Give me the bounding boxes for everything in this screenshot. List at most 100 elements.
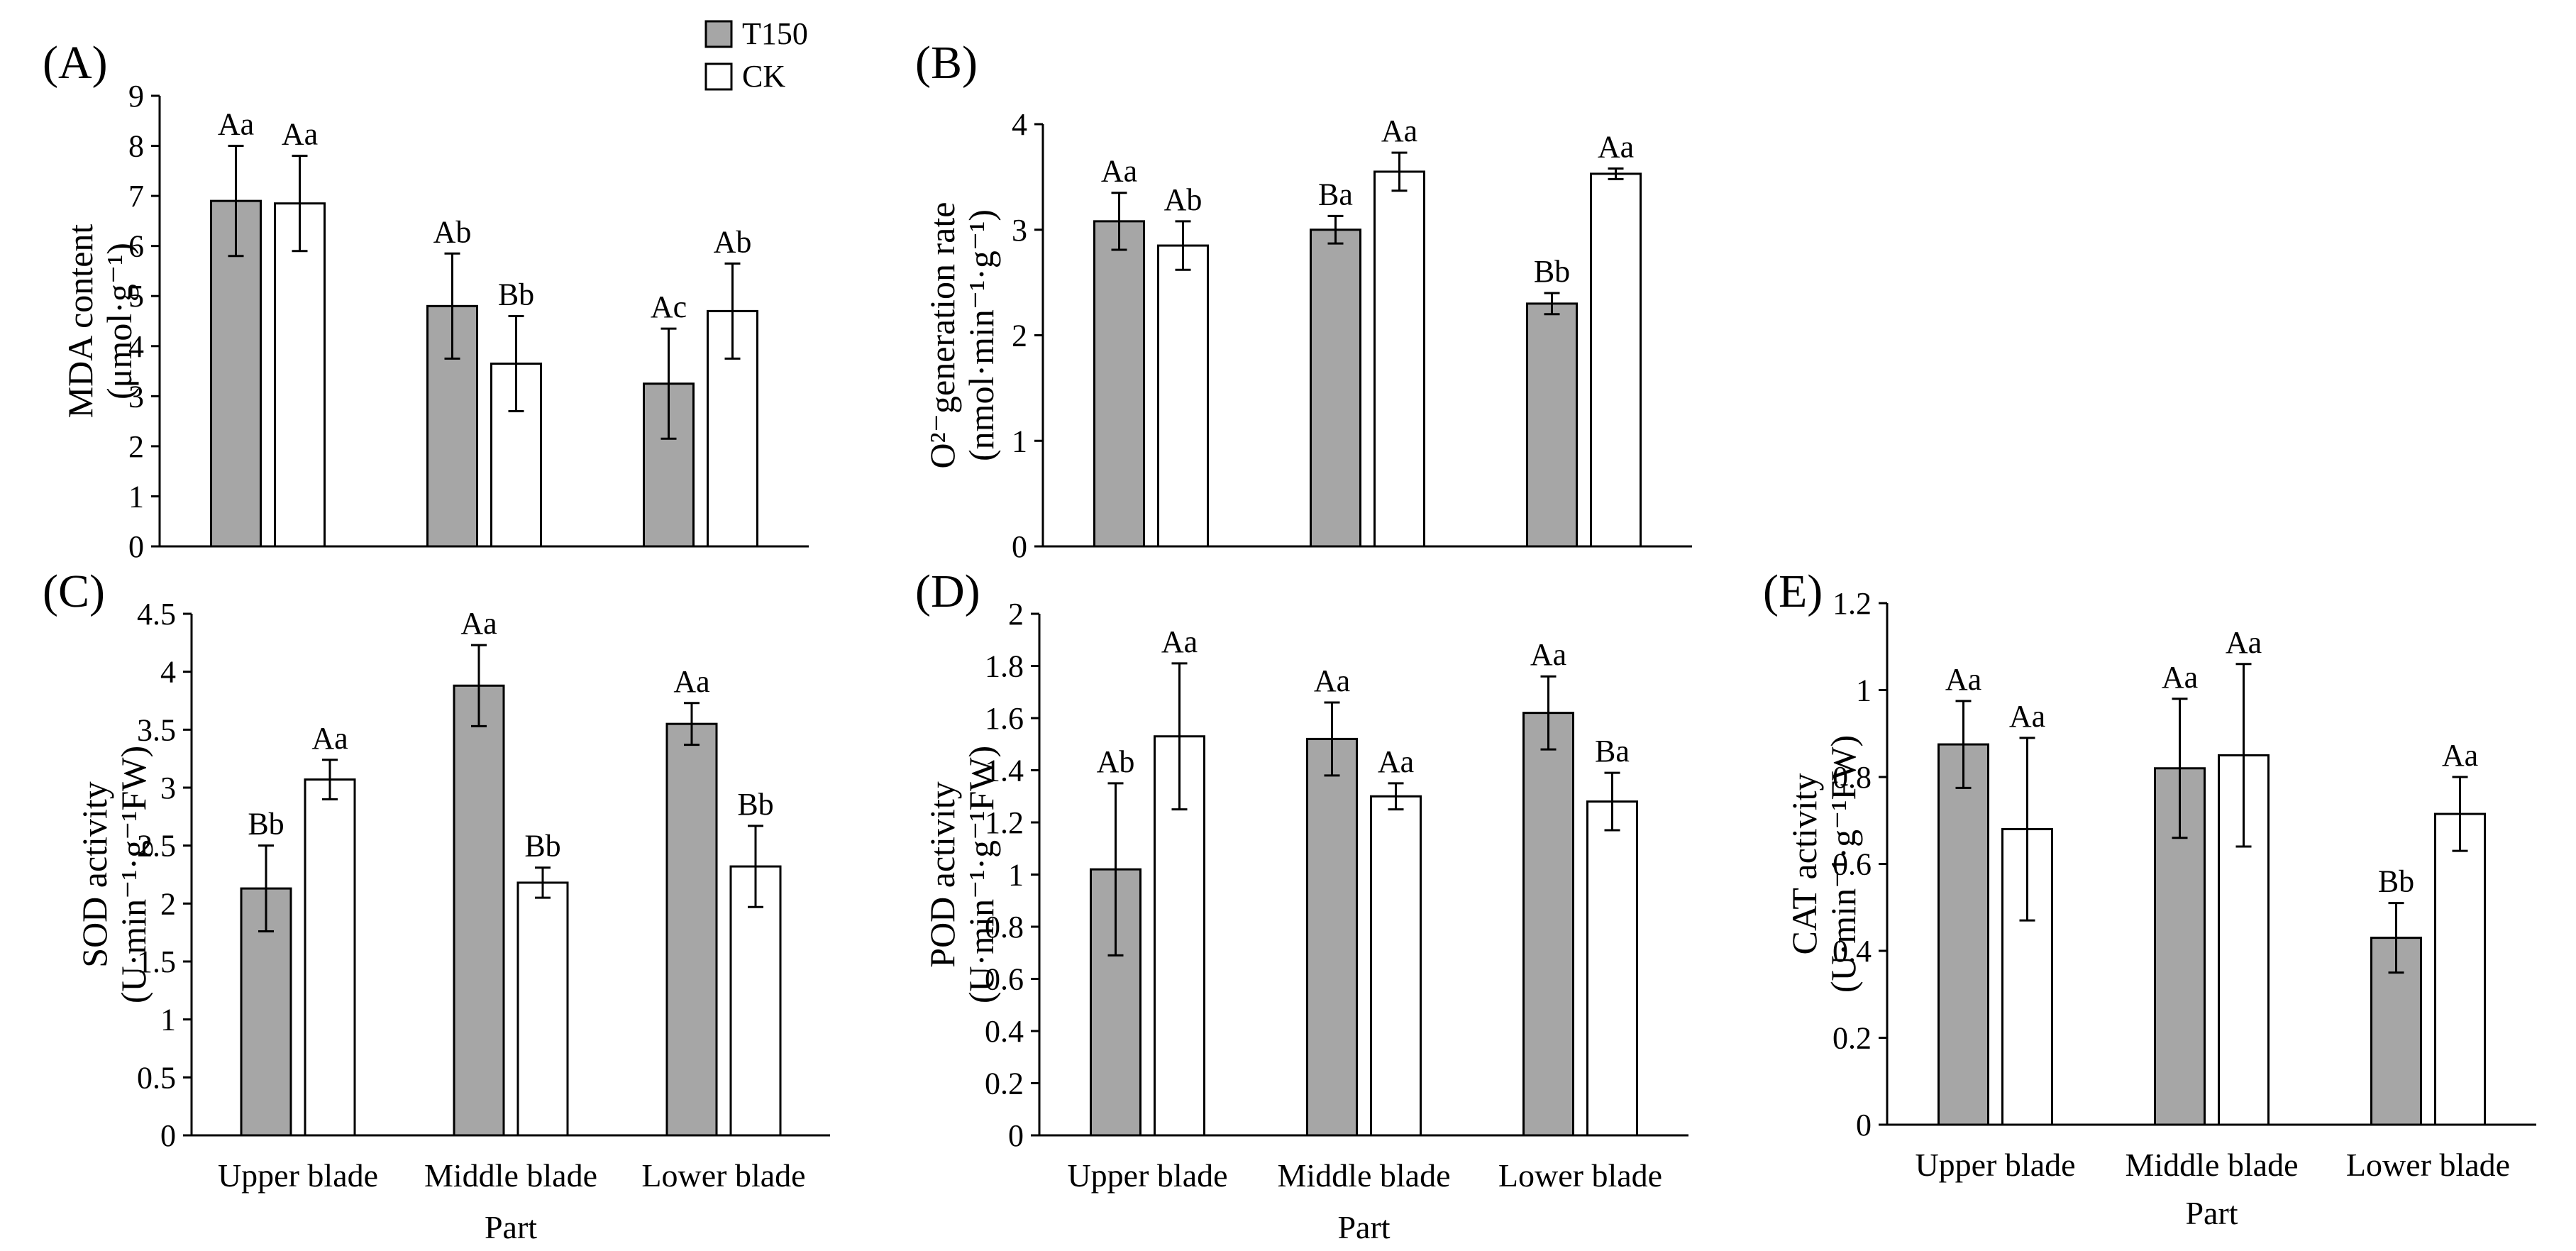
- significance-label: Aa: [673, 664, 709, 699]
- bar-ck-upper-blade: [1157, 244, 1209, 548]
- y-tick-label: 3: [128, 379, 144, 414]
- panel-e: (E) 0 0.2 0.4 0.6 0.8 1 1.2 CAT activity(U·min⁻¹…: [1763, 566, 2536, 1231]
- y-tick-label: 0.2: [1833, 1021, 1872, 1056]
- bar-ck-middle-blade: [516, 881, 569, 1137]
- significance-label: Bb: [1534, 254, 1570, 289]
- y-tick-label: 2.5: [137, 829, 176, 864]
- y-tick-label: 0.8: [985, 910, 1024, 944]
- significance-label: Aa: [1598, 129, 1634, 164]
- bar-ck-middle-blade: [1373, 170, 1425, 548]
- bar-ck-lower-blade: [729, 865, 782, 1137]
- bar-t150-middle-blade: [1306, 737, 1358, 1137]
- significance-label: Bb: [524, 829, 560, 864]
- y-tick-label: 2: [1012, 319, 1027, 353]
- y-axis-label: O²⁻generation rate(nmol·min⁻¹·g⁻¹): [922, 202, 1001, 469]
- y-tick-label: 4.5: [137, 597, 176, 632]
- category-label: Upper blade: [1067, 1157, 1227, 1194]
- category-label: Upper blade: [218, 1157, 378, 1194]
- y-tick-label: 8: [128, 129, 144, 164]
- significance-label: Aa: [282, 117, 318, 152]
- y-tick-label: 4: [160, 655, 176, 690]
- legend: T150 CK: [704, 16, 808, 94]
- significance-label: Ba: [1595, 734, 1630, 768]
- x-axis-title: Part: [485, 1209, 537, 1245]
- bar-ck-lower-blade: [1590, 172, 1642, 548]
- bar-ck-lower-blade: [1586, 800, 1638, 1137]
- y-tick-label: 3: [160, 771, 176, 805]
- panel-label: (B): [915, 37, 978, 89]
- y-tick-label: 3: [1012, 213, 1027, 248]
- bar-t150-lower-blade: [1526, 302, 1578, 548]
- bar-t150-upper-blade: [210, 199, 262, 548]
- significance-label: Aa: [1945, 662, 1981, 697]
- bar-ck-middle-blade: [1370, 795, 1422, 1137]
- y-tick-label: 1.2: [1833, 586, 1872, 621]
- y-tick-label: 9: [128, 79, 144, 114]
- y-tick-label: 0.2: [985, 1067, 1024, 1101]
- bar-t150-upper-blade: [1937, 743, 1989, 1126]
- legend-label-ck: CK: [742, 59, 785, 94]
- panel-a: (A) 0 1 2 3 4 5 6 7 8 9 MDA content(μmol·g⁻¹) Aa Aa Ab…: [43, 37, 809, 564]
- category-label: Upper blade: [1915, 1147, 2075, 1183]
- significance-label: Ab: [714, 224, 752, 259]
- significance-label: Ab: [1097, 744, 1135, 779]
- category-label: Lower blade: [2346, 1147, 2510, 1183]
- y-tick-label: 0.8: [1833, 760, 1872, 795]
- significance-label: Aa: [1161, 624, 1198, 659]
- category-label: Middle blade: [424, 1157, 597, 1194]
- y-tick-label: 1.6: [985, 701, 1024, 736]
- y-tick-label: 1: [1856, 673, 1872, 708]
- y-tick-label: 0: [1008, 1118, 1024, 1153]
- y-tick-label: 2: [1008, 597, 1024, 632]
- legend-swatch-ck: [704, 62, 733, 91]
- significance-label: Aa: [2442, 738, 2478, 773]
- y-tick-label: 4: [1012, 107, 1027, 142]
- bar-ck-lower-blade: [2434, 812, 2486, 1126]
- category-label: Lower blade: [1498, 1157, 1662, 1194]
- y-tick-label: 5: [128, 279, 144, 314]
- significance-label: Aa: [2009, 699, 2045, 734]
- significance-label: Aa: [460, 606, 497, 641]
- y-tick-label: 1.5: [137, 944, 176, 979]
- significance-label: Aa: [2226, 625, 2262, 660]
- y-axis-label: CAT activity(U·min⁻¹·g⁻¹FW): [1784, 735, 1863, 993]
- significance-label: Bb: [248, 807, 284, 842]
- y-tick-label: 7: [128, 179, 144, 214]
- significance-label: Ac: [651, 290, 687, 324]
- significance-label: Aa: [1381, 114, 1417, 148]
- significance-label: Aa: [2162, 660, 2198, 695]
- y-tick-label: 1.8: [985, 649, 1024, 684]
- bar-t150-middle-blade: [453, 684, 505, 1137]
- significance-label: Bb: [498, 277, 534, 312]
- significance-label: Bb: [737, 787, 773, 822]
- bar-ck-upper-blade: [304, 778, 356, 1137]
- y-tick-label: 1.2: [985, 805, 1024, 840]
- bar-t150-upper-blade: [1093, 220, 1145, 548]
- y-tick-label: 1: [1008, 858, 1024, 893]
- y-axis-label: SOD activity(U·min⁻¹·g⁻¹FW): [74, 746, 153, 1003]
- panel-b: (B) 0 1 2 3 4 O²⁻generation rate(nmol·min⁻¹·g⁻…: [915, 37, 1692, 564]
- y-tick-label: 1: [1012, 424, 1027, 458]
- x-axis-title: Part: [2185, 1195, 2238, 1231]
- significance-label: Ab: [433, 214, 472, 249]
- panel-c: (C) 0 0.5 1 1.5 2 2.5 3 3.5 4 4.5 SOD activity(U·mi…: [43, 566, 830, 1245]
- category-label: Middle blade: [1278, 1157, 1451, 1194]
- y-axis-label: MDA content(μmol·g⁻¹): [60, 224, 139, 419]
- legend-swatch-t150: [704, 20, 733, 48]
- bar-ck-upper-blade: [274, 202, 326, 548]
- y-tick-label: 0: [1012, 529, 1027, 564]
- y-tick-label: 4: [128, 329, 144, 364]
- category-label: Lower blade: [641, 1157, 805, 1194]
- significance-label: Aa: [1530, 637, 1566, 672]
- y-tick-label: 0.6: [1833, 847, 1872, 882]
- y-tick-label: 1: [128, 479, 144, 514]
- y-tick-label: 0: [128, 529, 144, 564]
- y-tick-label: 0: [160, 1118, 176, 1153]
- bar-t150-lower-blade: [1522, 712, 1574, 1137]
- bar-t150-lower-blade: [665, 722, 718, 1137]
- panel-label: (E): [1763, 566, 1823, 617]
- panel-label: (A): [43, 37, 108, 89]
- significance-label: Aa: [311, 721, 348, 756]
- significance-label: Aa: [1314, 663, 1350, 698]
- x-axis-title: Part: [1337, 1209, 1390, 1245]
